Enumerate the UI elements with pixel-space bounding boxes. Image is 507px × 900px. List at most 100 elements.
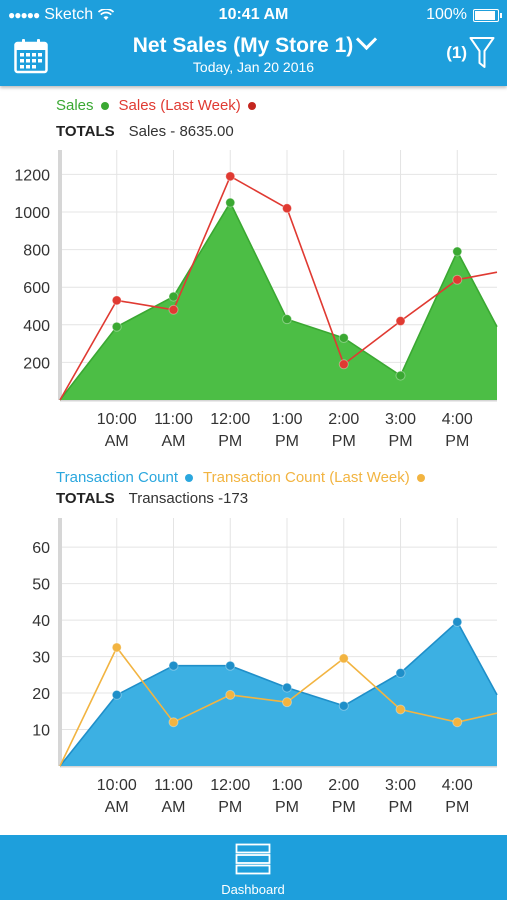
x-tick-label-3: 1:00	[271, 411, 302, 428]
point-sales-last-week-2	[168, 304, 179, 315]
legend-item-sales-last-week[interactable]: Sales (Last Week)	[119, 97, 256, 114]
x-tick-label-5: 3:00	[385, 411, 416, 428]
filter-button[interactable]: (1)	[446, 36, 495, 70]
app-header: ●●●●● Sketch 10:41 AM 100%	[0, 0, 507, 86]
point-transaction-count-6	[395, 668, 406, 678]
legend-dot-sales-last-week	[247, 101, 256, 110]
sales-chart: 200 400 600 800 1000 1200 10:00 AM 11:00 AM 12:00 P…	[14, 150, 498, 450]
transactions-chart: 10 20 30 40 50 60 10:00 AM 11:00 AM 12:00 PM 1:00 PM 2…	[32, 518, 498, 816]
point-transaction-count-4	[282, 682, 293, 693]
point-sales-7	[452, 246, 463, 257]
x-tick-sublabel-2: PM	[218, 433, 242, 450]
x-tick-label-3: 1:00	[271, 777, 302, 794]
x-tick-sublabel-0: AM	[105, 433, 129, 450]
legend-dot-transaction-count	[185, 473, 194, 482]
sales-totals-label: TOTALS	[56, 123, 115, 140]
legend-label-transaction-count: Transaction Count	[56, 469, 179, 486]
filter-count: (1)	[446, 43, 467, 62]
point-transaction-count-last-week-4	[282, 697, 293, 708]
legend-item-transaction-count[interactable]: Transaction Count	[56, 469, 194, 486]
x-tick-sublabel-4: PM	[332, 433, 356, 450]
y-tick-label-40: 40	[32, 613, 50, 630]
y-tick-label-10: 10	[32, 723, 50, 740]
x-tick-sublabel-3: PM	[275, 799, 299, 816]
x-tick-label-2: 12:00	[210, 777, 250, 794]
point-transaction-count-last-week-3	[225, 689, 236, 700]
sales-totals: TOTALS Sales - 8635.00	[56, 123, 234, 140]
wifi-icon	[98, 9, 115, 20]
battery-percent: 100%	[426, 6, 467, 23]
page-title: Net Sales (My Store 1)	[132, 34, 354, 57]
y-tick-label-20: 20	[32, 686, 50, 703]
calendar-button[interactable]	[14, 38, 48, 74]
tab-dashboard-label: Dashboard	[221, 882, 285, 897]
x-tick-label-6: 4:00	[442, 411, 473, 428]
x-tick-sublabel-6: PM	[445, 799, 469, 816]
point-transaction-count-last-week-1	[111, 642, 122, 653]
point-transaction-count-1	[111, 689, 122, 700]
tab-bar: Dashboard	[0, 835, 507, 900]
y-tick-label-1200: 1200	[14, 167, 50, 184]
carrier-label: Sketch	[44, 6, 94, 23]
legend-label-sales-last-week: Sales (Last Week)	[118, 97, 241, 114]
x-tick-label-4: 2:00	[328, 777, 359, 794]
y-tick-label-60: 60	[32, 540, 50, 557]
sales-totals-value: Sales - 8635.00	[128, 123, 234, 140]
legend-item-sales[interactable]: Sales	[56, 97, 109, 114]
point-transaction-count-2	[168, 660, 179, 671]
status-time: 10:41 AM	[218, 6, 289, 23]
chevron-down-icon	[356, 28, 378, 51]
y-tick-label-200: 200	[23, 355, 50, 372]
series-area-transaction-count	[60, 621, 497, 766]
y-tick-label-50: 50	[32, 577, 50, 594]
x-tick-sublabel-4: PM	[332, 799, 356, 816]
point-sales-1	[111, 321, 122, 332]
point-transaction-count-last-week-7	[452, 717, 463, 728]
x-tick-label-1: 11:00	[154, 777, 193, 794]
legend-item-transaction-count-last-week[interactable]: Transaction Count (Last Week)	[203, 469, 425, 486]
status-bar: ●●●●● Sketch 10:41 AM 100%	[0, 0, 507, 30]
legend-dot-transaction-count-last-week	[416, 473, 425, 482]
page-subtitle: Today, Jan 20 2016	[192, 59, 315, 75]
legend-label-sales: Sales	[56, 97, 94, 114]
point-transaction-count-last-week-5	[338, 653, 349, 664]
signal-icon: ●●●●●	[8, 8, 40, 22]
point-transaction-count-7	[452, 616, 463, 627]
x-tick-sublabel-1: AM	[162, 433, 186, 450]
point-sales-last-week-4	[282, 203, 293, 214]
point-sales-last-week-6	[395, 316, 406, 327]
point-sales-6	[395, 370, 406, 381]
x-tick-label-1: 11:00	[154, 411, 193, 428]
point-transaction-count-last-week-6	[395, 704, 406, 715]
series-area-sales	[60, 202, 497, 400]
tab-dashboard[interactable]: Dashboard	[203, 843, 303, 897]
page-title-row: Net Sales (My Store 1)	[80, 28, 427, 58]
transactions-totals-label: TOTALS	[56, 490, 115, 507]
y-tick-label-800: 800	[23, 243, 50, 260]
point-sales-last-week-1	[111, 295, 122, 306]
x-tick-label-4: 2:00	[328, 411, 359, 428]
point-sales-last-week-3	[225, 171, 236, 182]
point-transaction-count-3	[225, 660, 236, 671]
status-left: ●●●●● Sketch	[8, 6, 115, 24]
store-selector[interactable]: Net Sales (My Store 1) Today, Jan 20 201…	[80, 28, 427, 75]
calendar-icon	[14, 39, 48, 74]
x-tick-label-6: 4:00	[442, 777, 473, 794]
filter-icon	[469, 37, 495, 68]
x-tick-label-2: 12:00	[210, 411, 250, 428]
transactions-legend: Transaction Count Transaction Count (Las…	[56, 469, 425, 486]
title-row: Net Sales (My Store 1) Today, Jan 20 201…	[0, 28, 507, 84]
transactions-totals: TOTALS Transactions -173	[56, 490, 248, 507]
legend-dot-sales	[100, 101, 109, 110]
status-right: 100%	[426, 6, 502, 24]
y-tick-label-1000: 1000	[14, 205, 50, 222]
x-tick-sublabel-0: AM	[105, 799, 129, 816]
sales-legend: Sales Sales (Last Week)	[56, 97, 256, 114]
x-tick-sublabel-2: PM	[218, 799, 242, 816]
x-tick-label-0: 10:00	[97, 777, 137, 794]
x-tick-sublabel-3: PM	[275, 433, 299, 450]
point-sales-2	[168, 291, 179, 302]
x-tick-sublabel-6: PM	[445, 433, 469, 450]
point-sales-4	[282, 314, 293, 325]
battery-icon	[473, 8, 502, 22]
